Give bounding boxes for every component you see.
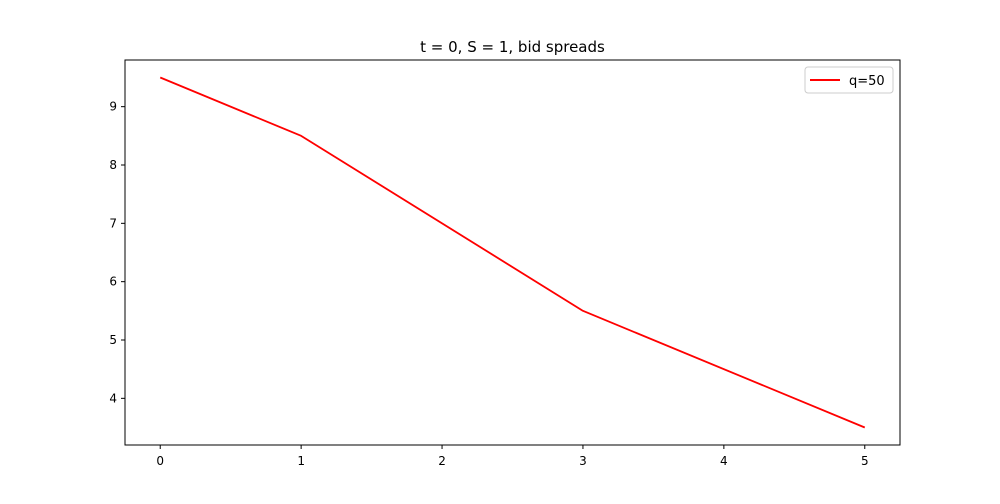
legend-label-q50: q=50 bbox=[849, 74, 885, 89]
plot-area-frame bbox=[124, 59, 901, 446]
chart-title: t = 0, S = 1, bid spreads bbox=[420, 38, 605, 56]
x-tick-label: 4 bbox=[720, 454, 728, 468]
y-tick-label: 6 bbox=[109, 275, 117, 289]
y-tick-label: 9 bbox=[109, 100, 117, 114]
y-tick-label: 8 bbox=[109, 158, 117, 172]
x-tick-label: 1 bbox=[297, 454, 305, 468]
x-tick-label: 2 bbox=[438, 454, 446, 468]
x-tick-label: 3 bbox=[579, 454, 587, 468]
legend-box bbox=[804, 66, 894, 94]
x-axis: 0 1 2 3 4 5 bbox=[156, 445, 869, 468]
series-layer bbox=[159, 76, 866, 429]
x-tick-label: 5 bbox=[861, 454, 869, 468]
series-line-q50 bbox=[159, 76, 866, 429]
y-tick-label: 5 bbox=[109, 333, 117, 347]
legend: q=50 bbox=[804, 66, 894, 94]
y-tick-label: 7 bbox=[109, 216, 117, 230]
y-tick-label: 4 bbox=[109, 391, 117, 405]
y-axis: 4 5 6 7 8 9 bbox=[109, 100, 125, 405]
x-tick-label: 0 bbox=[156, 454, 164, 468]
